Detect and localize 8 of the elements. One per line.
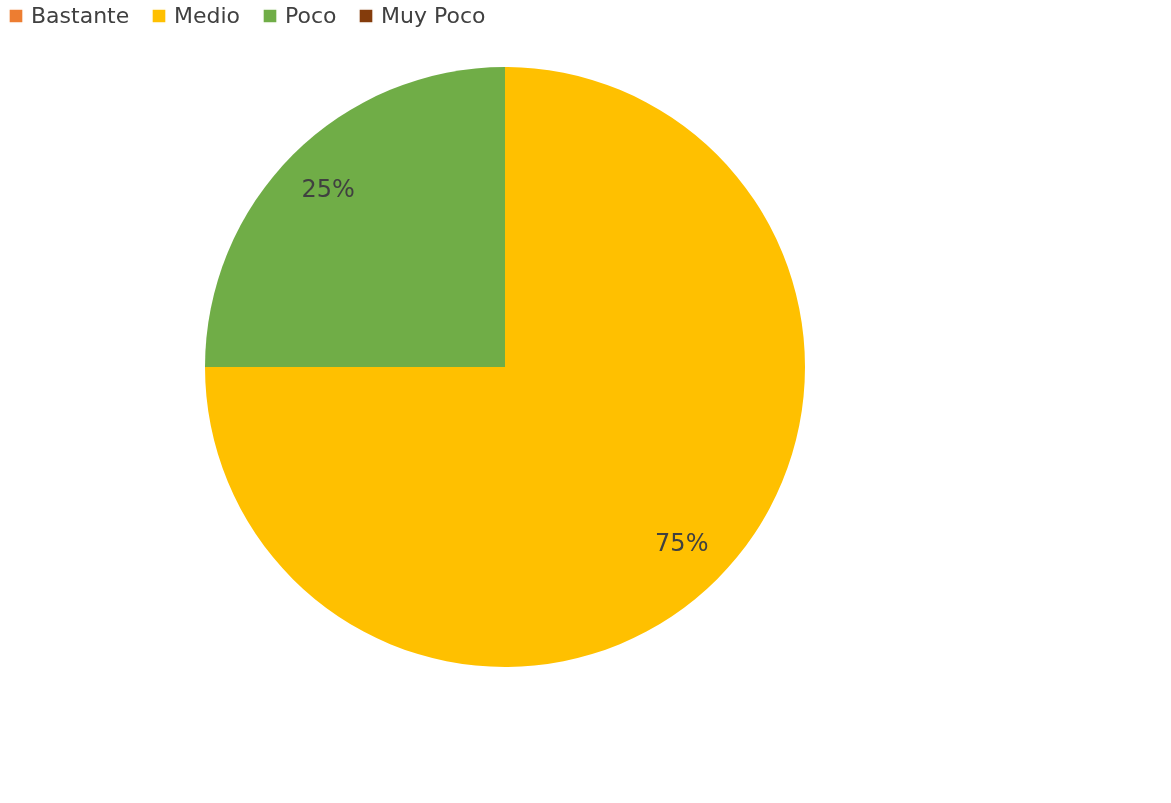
- pie-slice: [205, 67, 805, 667]
- legend-label: Muy Poco: [381, 3, 486, 28]
- legend-label: Bastante: [31, 3, 130, 28]
- pie-slice: [205, 67, 505, 367]
- data-label: 25%: [301, 175, 355, 204]
- legend-label: Poco: [285, 3, 337, 28]
- data-label: 75%: [655, 528, 709, 557]
- legend-label: Medio: [174, 3, 241, 28]
